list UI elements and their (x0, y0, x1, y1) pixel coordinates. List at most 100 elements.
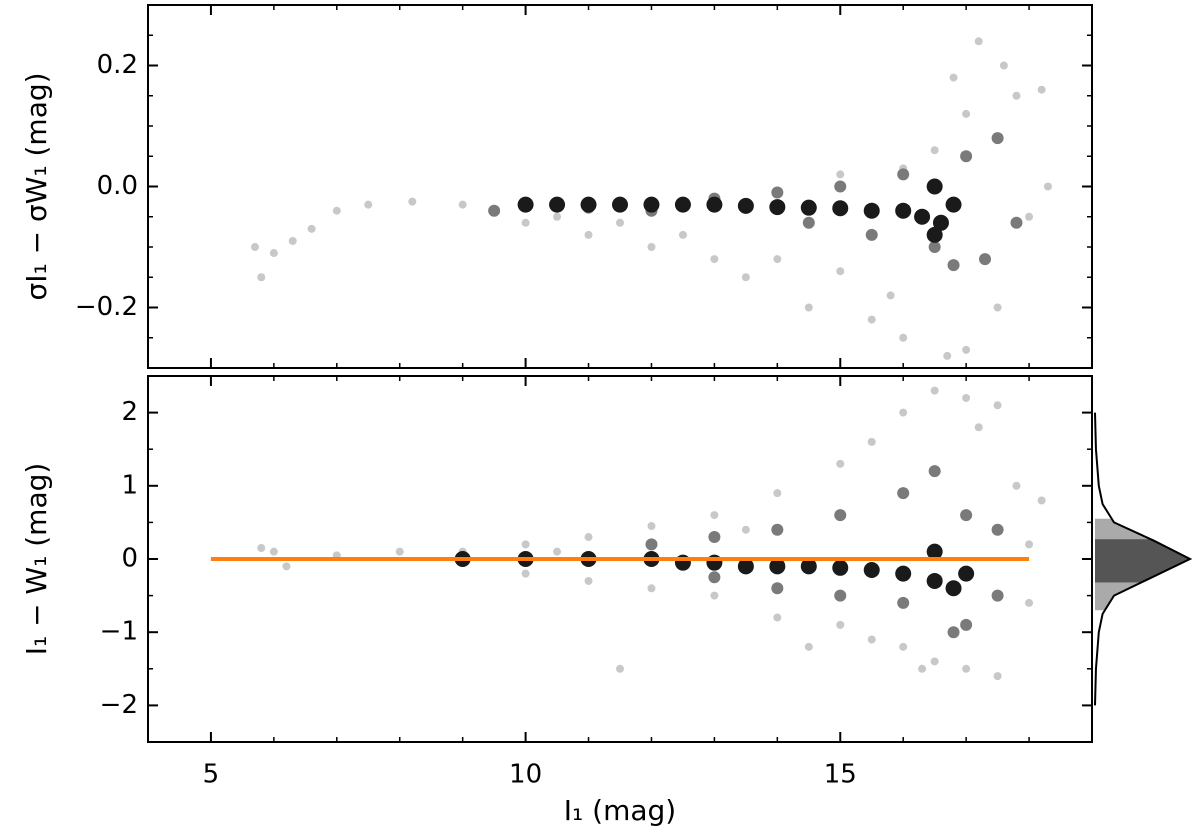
axes-frame (147, 4, 1093, 369)
plot-area (210, 386, 1046, 681)
point (804, 303, 813, 312)
point (867, 315, 876, 324)
point (926, 572, 943, 589)
point (269, 249, 278, 258)
point (257, 544, 266, 553)
point (647, 522, 656, 531)
point (993, 672, 1002, 681)
point (769, 199, 786, 216)
point (282, 562, 291, 571)
point (616, 664, 624, 673)
point (836, 267, 845, 276)
density-band (1095, 539, 1190, 583)
point (769, 558, 786, 575)
point (1025, 540, 1034, 549)
point (804, 642, 813, 651)
plot-area (250, 37, 1052, 360)
point (865, 228, 878, 241)
point (993, 303, 1002, 312)
point (926, 178, 943, 195)
point (647, 243, 656, 251)
point (895, 202, 912, 219)
x-tick-label: 5 (203, 760, 220, 790)
point (364, 200, 373, 209)
point (832, 559, 849, 576)
point (1037, 85, 1046, 94)
point (800, 558, 817, 575)
point (521, 569, 530, 578)
point (930, 386, 939, 395)
point (678, 230, 687, 239)
point (257, 273, 266, 282)
point (1043, 182, 1052, 191)
point (1025, 212, 1034, 221)
y-tick-label: −0.2 (75, 292, 138, 322)
point (250, 243, 259, 251)
point (553, 212, 562, 221)
point (834, 509, 847, 522)
point (867, 635, 876, 644)
point (674, 196, 691, 213)
point (612, 196, 628, 213)
point (899, 333, 908, 342)
point (979, 253, 992, 266)
point (962, 345, 971, 354)
point (926, 543, 943, 560)
point (517, 196, 534, 213)
point (918, 664, 927, 673)
point (897, 168, 910, 181)
point (643, 196, 660, 213)
x-axis-label: I₁ (mag) (564, 794, 676, 827)
point (549, 196, 566, 213)
point (737, 197, 754, 214)
point (991, 589, 1004, 602)
y-tick-label: 0.2 (97, 50, 138, 80)
y-tick-label: −2 (100, 690, 138, 720)
point (269, 547, 278, 556)
point (897, 596, 910, 609)
point (521, 540, 530, 549)
point (645, 538, 658, 551)
point (395, 547, 404, 556)
point (928, 241, 941, 253)
point (773, 613, 782, 622)
x-tick-label: 15 (824, 760, 857, 790)
point (999, 61, 1008, 70)
y-tick-label: 0 (121, 544, 138, 574)
point (947, 626, 960, 639)
y-axis-label: σI₁ − σW₁ (mag) (20, 72, 53, 300)
y-axis-label: I₁ − W₁ (mag) (20, 463, 53, 656)
point (1025, 598, 1034, 607)
point (1012, 91, 1021, 100)
point (832, 200, 849, 217)
y-tick-label: 0.0 (97, 171, 138, 201)
point (993, 401, 1002, 410)
point (926, 226, 943, 243)
point (488, 204, 501, 217)
point (974, 37, 983, 46)
point (773, 255, 782, 264)
point (834, 180, 847, 193)
point (886, 291, 895, 300)
point (307, 224, 316, 233)
point (580, 196, 597, 213)
point (991, 523, 1004, 536)
point (616, 218, 624, 227)
point (863, 561, 880, 578)
point (710, 591, 719, 600)
point (647, 584, 656, 593)
density-curve (1094, 412, 1193, 706)
point (771, 582, 784, 595)
point (584, 576, 593, 585)
y-tick-label: 2 (121, 397, 138, 427)
point (710, 255, 719, 264)
point (708, 571, 721, 584)
point (458, 200, 467, 209)
point (1010, 216, 1023, 229)
point (943, 351, 952, 360)
point (914, 208, 931, 225)
point (288, 236, 297, 245)
point (706, 196, 723, 213)
point (947, 259, 960, 272)
